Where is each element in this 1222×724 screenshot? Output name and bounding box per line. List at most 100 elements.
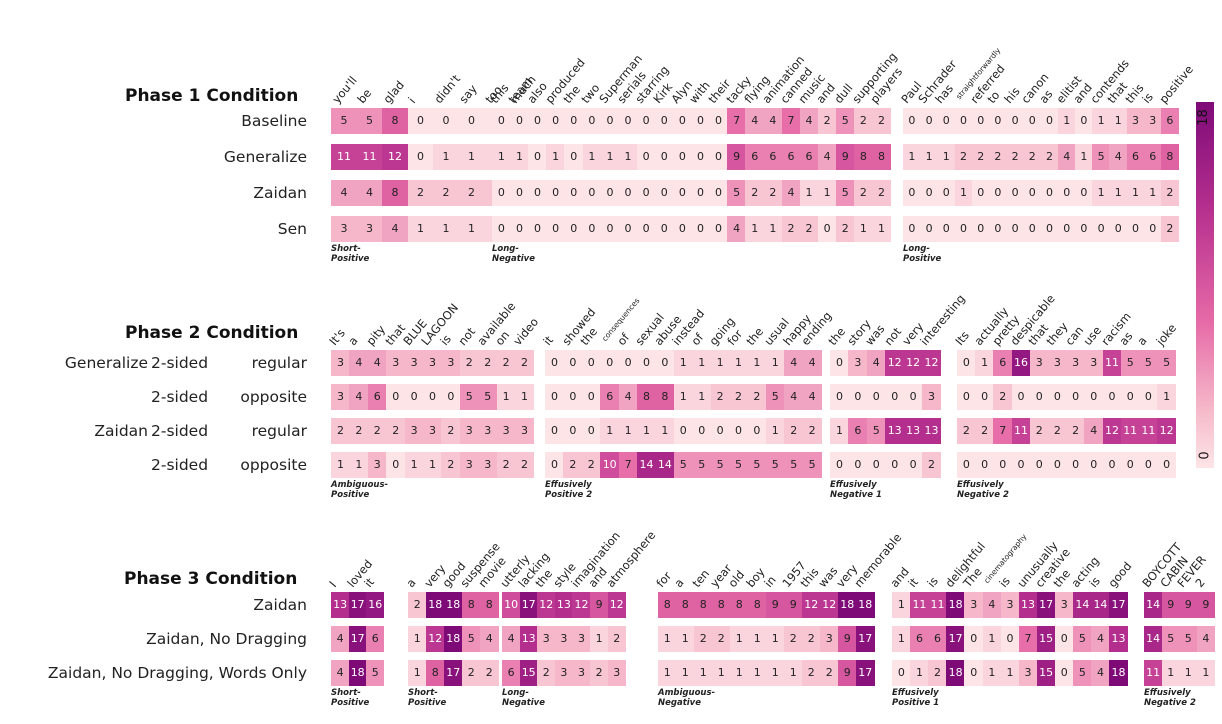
heatmap-cell: 5 bbox=[673, 452, 693, 478]
token-label: a bbox=[671, 575, 687, 590]
heatmap-cell: 13 bbox=[885, 418, 905, 444]
heatmap-cell: 12 bbox=[607, 592, 626, 618]
token-label: be bbox=[354, 85, 375, 106]
heatmap-cell: 3 bbox=[356, 216, 383, 242]
heatmap-cell: 1 bbox=[1143, 180, 1162, 206]
row-label-mode: regular bbox=[251, 354, 307, 372]
heatmap-cell: 0 bbox=[404, 384, 424, 410]
heatmap-cell: 1 bbox=[590, 626, 609, 652]
heatmap-cell: 2 bbox=[729, 384, 748, 410]
heatmap-cell: 6 bbox=[928, 626, 947, 652]
heatmap-cell: 0 bbox=[1075, 108, 1093, 134]
heatmap-cell: 2 bbox=[835, 216, 855, 242]
heatmap-cell: 1 bbox=[748, 660, 767, 686]
heatmap-cell: 0 bbox=[1023, 216, 1042, 242]
heatmap-cell: 0 bbox=[528, 108, 547, 134]
heatmap-cell: 5 bbox=[729, 452, 748, 478]
heatmap-cell: 3 bbox=[572, 660, 591, 686]
heatmap-cell: 0 bbox=[1102, 452, 1122, 478]
heatmap-cell: 4 bbox=[1196, 626, 1215, 652]
heatmap-cell: 0 bbox=[510, 180, 529, 206]
heatmap-cell: 16 bbox=[1011, 350, 1031, 376]
token-label: you'll bbox=[329, 73, 360, 106]
heatmap-cell: 2 bbox=[928, 660, 947, 686]
heatmap-cell: 1 bbox=[618, 418, 638, 444]
heatmap-cell: 0 bbox=[866, 452, 886, 478]
heatmap-cell: 7 bbox=[781, 108, 801, 134]
heatmap-cell: 0 bbox=[691, 144, 710, 170]
heatmap-cell: 1 bbox=[673, 350, 693, 376]
heatmap-cell: 0 bbox=[920, 180, 938, 206]
heatmap-cell: 8 bbox=[382, 108, 409, 134]
heatmap-cell: 17 bbox=[348, 626, 367, 652]
heatmap-cell: 1 bbox=[655, 418, 675, 444]
heatmap-cell: 0 bbox=[510, 216, 529, 242]
heatmap-cell: 3 bbox=[554, 660, 573, 686]
heatmap-cell: 2 bbox=[1029, 418, 1049, 444]
block-label: Short- Positive bbox=[408, 688, 447, 708]
heatmap-cell: 0 bbox=[848, 384, 868, 410]
heatmap-cell: 3 bbox=[478, 418, 498, 444]
row-label: Baseline bbox=[241, 112, 307, 130]
heatmap-cell: 0 bbox=[636, 108, 656, 134]
heatmap-cell: 4 bbox=[763, 108, 783, 134]
heatmap-cell: 3 bbox=[1084, 350, 1104, 376]
heatmap-cell: 2 bbox=[1066, 418, 1085, 444]
heatmap-cell: 12 bbox=[885, 350, 905, 376]
heatmap-cell: 1 bbox=[676, 660, 695, 686]
heatmap-cell: 0 bbox=[975, 384, 994, 410]
heatmap-cell: 5 bbox=[835, 180, 855, 206]
token-label: glad bbox=[380, 77, 407, 106]
heatmap-cell: 5 bbox=[765, 452, 785, 478]
heatmap-cell: 7 bbox=[727, 108, 746, 134]
block-label: Short- Positive bbox=[331, 244, 370, 264]
token-label: a bbox=[1134, 333, 1150, 348]
heatmap-cell: 2 bbox=[802, 418, 822, 444]
row-label-sided: 2-sided bbox=[151, 354, 209, 372]
heatmap-cell: 6 bbox=[1143, 144, 1162, 170]
heatmap-cell: 5 bbox=[1139, 350, 1158, 376]
heatmap-cell: 1 bbox=[766, 660, 785, 686]
heatmap-cell: 11 bbox=[1144, 660, 1163, 686]
heatmap-cell: 14 bbox=[1144, 592, 1163, 618]
heatmap-cell: 1 bbox=[1109, 180, 1128, 206]
heatmap-cell: 0 bbox=[920, 216, 938, 242]
heatmap-cell: 18 bbox=[444, 592, 463, 618]
heatmap-cell: 7 bbox=[618, 452, 638, 478]
heatmap-cell: 1 bbox=[903, 144, 921, 170]
heatmap-cell: 3 bbox=[1143, 108, 1162, 134]
heatmap-cell: 0 bbox=[545, 418, 564, 444]
heatmap-cell: 3 bbox=[367, 452, 387, 478]
heatmap-cell: 3 bbox=[331, 384, 350, 410]
heatmap-cell: 2 bbox=[712, 626, 731, 652]
heatmap-cell: 1 bbox=[729, 350, 748, 376]
heatmap-cell: 0 bbox=[1092, 216, 1110, 242]
heatmap-cell: 3 bbox=[607, 660, 626, 686]
heatmap-cell: 6 bbox=[763, 144, 783, 170]
heatmap-cell: 0 bbox=[654, 180, 674, 206]
heatmap-cell: 17 bbox=[856, 626, 875, 652]
heatmap-cell: 0 bbox=[1006, 180, 1024, 206]
heatmap-cell: 1 bbox=[658, 626, 677, 652]
heatmap-cell: 0 bbox=[937, 180, 956, 206]
heatmap-cell: 0 bbox=[1048, 452, 1067, 478]
heatmap-cell: 0 bbox=[433, 108, 460, 134]
heatmap-cell: 1 bbox=[937, 144, 956, 170]
heatmap-cell: 13 bbox=[1109, 626, 1128, 652]
heatmap-cell: 2 bbox=[993, 384, 1013, 410]
heatmap-cell: 4 bbox=[618, 384, 638, 410]
heatmap-cell: 2 bbox=[480, 660, 499, 686]
heatmap-cell: 18 bbox=[946, 592, 965, 618]
heatmap-cell: 8 bbox=[658, 592, 677, 618]
heatmap-cell: 4 bbox=[356, 180, 383, 206]
heatmap-cell: 0 bbox=[1023, 180, 1042, 206]
heatmap-cell: 3 bbox=[820, 626, 839, 652]
heatmap-cell: 4 bbox=[1109, 144, 1128, 170]
heatmap-cell: 0 bbox=[964, 660, 984, 686]
heatmap-cell: 0 bbox=[1048, 384, 1067, 410]
heatmap-cell: 0 bbox=[528, 216, 547, 242]
heatmap-cell: 0 bbox=[971, 108, 990, 134]
heatmap-cell: 0 bbox=[964, 626, 984, 652]
heatmap-cell: 0 bbox=[1040, 216, 1059, 242]
heatmap-cell: 18 bbox=[444, 626, 463, 652]
